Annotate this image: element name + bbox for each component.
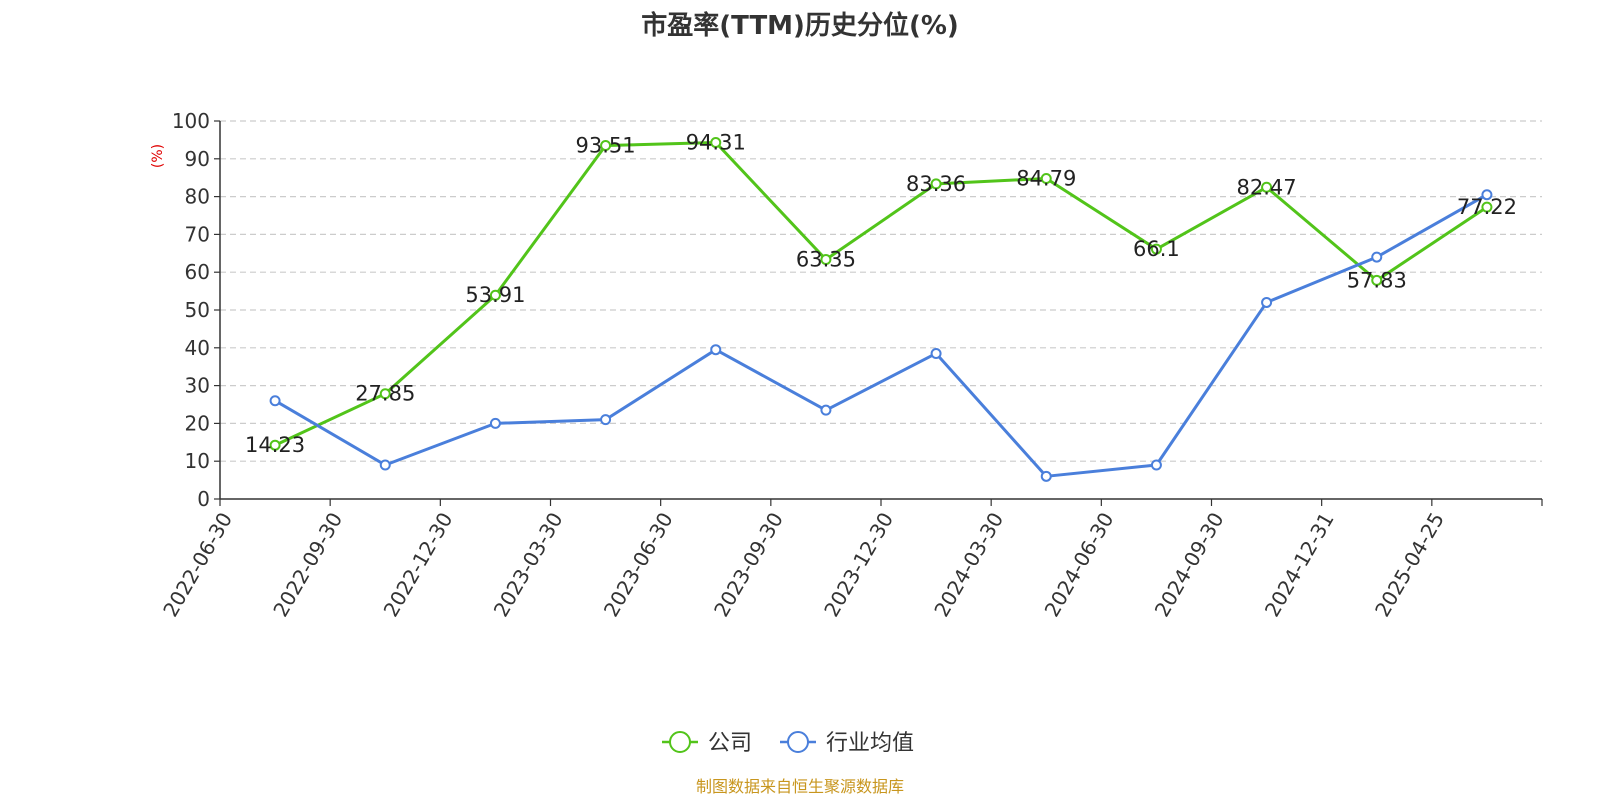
data-point[interactable] — [1040, 470, 1052, 482]
series-line-1 — [274, 193, 1488, 478]
data-label: 77.22 — [1457, 195, 1517, 219]
data-point[interactable] — [1481, 189, 1493, 201]
x-tick-label: 2024-06-30 — [1040, 508, 1119, 621]
data-label: 93.51 — [576, 134, 636, 158]
data-label: 66.1 — [1133, 237, 1180, 261]
x-tick-label: 2024-09-30 — [1150, 508, 1229, 621]
data-label: 57.83 — [1347, 268, 1407, 292]
y-tick-label: 30 — [185, 374, 210, 398]
y-tick-label: 50 — [185, 298, 210, 322]
y-tick-label: 90 — [185, 147, 210, 171]
x-tick-label: 2022-06-30 — [158, 508, 237, 621]
legend-label: 公司 — [708, 731, 752, 756]
y-axis-label: (%) — [150, 144, 166, 168]
data-point[interactable] — [1371, 274, 1383, 286]
data-point[interactable] — [600, 140, 612, 152]
data-point[interactable] — [1261, 296, 1273, 308]
data-point[interactable] — [269, 439, 281, 451]
x-tick-label: 2022-12-30 — [379, 508, 458, 621]
data-label: 83.36 — [906, 172, 966, 196]
source-note: 制图数据来自恒生聚源数据库 — [696, 777, 904, 796]
axes: 0 10 20 30 40 50 60 70 80 90 100 2022-06-30 2022-09-… — [158, 109, 1543, 621]
data-point[interactable] — [820, 254, 832, 266]
legend-item-0[interactable]: 公司 — [662, 731, 752, 756]
x-tick-label: 2024-12-31 — [1260, 508, 1339, 621]
y-tick-label: 40 — [185, 336, 210, 360]
y-tick-label: 70 — [185, 222, 210, 246]
x-tick-label: 2023-12-30 — [819, 508, 898, 621]
data-point[interactable] — [710, 344, 722, 356]
data-point[interactable] — [489, 289, 501, 301]
y-tick-label: 100 — [172, 109, 210, 133]
data-label: 53.91 — [465, 283, 525, 307]
x-tick-label: 2022-09-30 — [268, 508, 347, 621]
chart-title: 市盈率(TTM)历史分位(%) — [641, 10, 959, 41]
data-point[interactable] — [930, 178, 942, 190]
data-point[interactable] — [820, 404, 832, 416]
data-label: 63.35 — [796, 248, 856, 272]
data-label: 27.85 — [355, 382, 415, 406]
series-line-0 — [274, 141, 1488, 447]
data-point[interactable] — [1371, 251, 1383, 263]
x-tick-label: 2023-03-30 — [489, 508, 568, 621]
data-point[interactable] — [379, 388, 391, 400]
data-point[interactable] — [1261, 181, 1273, 193]
data-label: 14.23 — [245, 433, 305, 457]
y-tick-label: 20 — [185, 411, 210, 435]
legend-marker — [669, 731, 691, 753]
series-lines — [269, 137, 1493, 482]
data-point[interactable] — [379, 459, 391, 471]
y-tick-label: 60 — [185, 260, 210, 284]
x-tick-label: 2023-09-30 — [709, 508, 788, 621]
data-labels: 14.23 27.85 53.91 93.51 94.31 63.35 83.36 84.79… — [245, 131, 1517, 458]
data-point[interactable] — [1150, 243, 1162, 255]
data-label: 82.47 — [1237, 175, 1297, 199]
y-tick-label: 80 — [185, 185, 210, 209]
legend[interactable]: 公司 行业均值 — [662, 731, 914, 756]
data-point[interactable] — [1040, 172, 1052, 184]
legend-item-1[interactable]: 行业均值 — [780, 731, 914, 756]
data-point[interactable] — [1481, 201, 1493, 213]
x-tick-label: 2023-06-30 — [599, 508, 678, 621]
data-label: 94.31 — [686, 131, 746, 155]
x-tick-label: 2025-04-25 — [1370, 508, 1449, 621]
legend-marker — [787, 731, 809, 753]
data-label: 84.79 — [1016, 166, 1076, 190]
data-point[interactable] — [489, 417, 501, 429]
legend-label: 行业均值 — [826, 731, 914, 756]
y-tick-label: 0 — [197, 487, 210, 511]
grid-lines — [220, 120, 1542, 462]
data-point[interactable] — [269, 395, 281, 407]
x-tick-label: 2024-03-30 — [929, 508, 1008, 621]
data-point[interactable] — [600, 414, 612, 426]
data-point[interactable] — [1150, 459, 1162, 471]
data-point[interactable] — [930, 347, 942, 359]
y-tick-label: 10 — [185, 449, 210, 473]
data-point[interactable] — [710, 137, 722, 149]
